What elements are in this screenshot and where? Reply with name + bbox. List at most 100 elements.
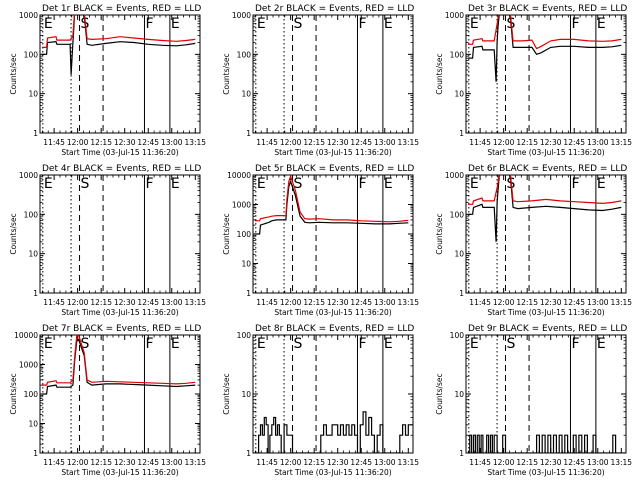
events-series-line [467,175,622,242]
y-tick-label: 100 [237,331,252,340]
y-tick-label: 10000 [14,331,38,340]
panel-det-8: Det 8r BLACK = Events, RED = LLD 1 10 100 11… [222,324,419,477]
y-tick-label: 10000 [227,171,251,180]
y-tick-label: 1000 [19,171,38,180]
marker-label: E [470,176,479,192]
x-tick-label: 12:30 [540,138,562,147]
x-tick-label: 11:45 [469,458,491,467]
y-tick-label: 10 [454,390,464,399]
x-tick-label: 11:45 [43,458,65,467]
y-tick-label: 1 [246,289,251,298]
y-tick-label: 1 [246,129,251,138]
marker-label: E [171,16,180,32]
lld-series-line [41,15,196,48]
lld-series-line [467,15,622,50]
x-tick-label: 12:15 [516,298,538,307]
x-tick-label: 12:45 [350,138,372,147]
events-series-line [467,434,626,453]
y-axis-label: Counts/sec [222,213,231,254]
x-tick-label: 12:15 [90,138,112,147]
x-tick-label: 12:45 [137,458,159,467]
plot-frame [39,174,201,294]
y-tick-label: 1 [459,449,464,458]
x-tick-label: 12:30 [114,138,136,147]
x-tick-label: 12:00 [493,138,515,147]
marker-label: E [470,336,479,352]
plot-area [254,411,413,453]
y-tick-label: 1 [33,449,38,458]
x-tick-label: 12:00 [280,458,302,467]
x-tick-label: 12:30 [327,138,349,147]
x-tick-label: 12:45 [350,298,372,307]
marker-label: E [384,176,393,192]
y-tick-label: 100 [24,210,39,219]
x-tick-label: 12:15 [90,458,112,467]
x-tick-label: 12:15 [516,458,538,467]
marker-label: F [358,16,366,32]
x-tick-label: 12:45 [563,458,585,467]
marker-label: F [145,176,153,192]
x-tick-label: 12:00 [280,138,302,147]
y-axis-label: Counts/sec [435,53,444,94]
x-tick-label: 12:45 [137,138,159,147]
marker-label: F [145,336,153,352]
y-tick-label: 1000 [445,171,464,180]
panel-title: Det 5r BLACK = Events, RED = LLD [255,164,414,174]
marker-label: F [145,16,153,32]
x-tick-label: 12:15 [516,138,538,147]
panel-det-5: Det 5r BLACK = Events, RED = LLD 1 10 100 10… [222,164,419,317]
x-tick-label: 13:00 [587,458,609,467]
y-tick-label: 10 [454,90,464,99]
panel-det-4: Det 4r BLACK = Events, RED = LLD 1 10 100 10… [9,164,206,317]
plot-area [41,335,196,395]
panel-title: Det 2r BLACK = Events, RED = LLD [255,4,414,14]
panel-det-1: Det 1r BLACK = Events, RED = LLD 1 10 100 10… [9,4,206,157]
marker-label: E [470,16,479,32]
marker-label: F [571,16,579,32]
y-tick-label: 1 [33,129,38,138]
x-tick-label: 13:00 [587,298,609,307]
x-tick-label: 13:00 [161,298,183,307]
x-tick-label: 13:15 [610,298,632,307]
panel-title: Det 9r BLACK = Events, RED = LLD [468,324,627,334]
panel-title: Det 4r BLACK = Events, RED = LLD [42,164,201,174]
x-tick-label: 12:30 [540,298,562,307]
y-tick-label: 100 [450,50,465,59]
x-tick-label: 12:15 [303,298,325,307]
marker-label: S [81,336,90,352]
x-tick-label: 12:30 [114,458,136,467]
plot-area [467,15,622,82]
marker-label: E [597,336,606,352]
y-tick-label: 100 [237,50,252,59]
x-tick-label: 11:45 [256,138,278,147]
panel-det-6: Det 6r BLACK = Events, RED = LLD 1 10 100 10… [435,164,632,317]
y-tick-label: 1 [459,289,464,298]
marker-label: F [358,176,366,192]
marker-label: E [44,16,53,32]
x-tick-label: 12:00 [67,138,89,147]
plot-area [254,175,409,235]
x-tick-label: 13:15 [397,298,419,307]
y-tick-label: 10 [28,420,38,429]
y-tick-label: 10 [28,250,38,259]
panel-det-7: Det 7r BLACK = Events, RED = LLD 1 10 100 10… [9,324,206,477]
x-tick-label: 13:00 [374,298,396,307]
x-tick-label: 11:45 [43,298,65,307]
x-tick-label: 13:15 [184,138,206,147]
y-tick-label: 1 [459,129,464,138]
events-series-line [467,15,622,82]
marker-label: E [597,16,606,32]
y-tick-label: 100 [24,50,39,59]
y-tick-label: 1000 [19,11,38,20]
marker-label: F [358,336,366,352]
marker-label: E [44,336,53,352]
y-axis-label: Counts/sec [9,53,18,94]
x-tick-label: 12:00 [280,298,302,307]
y-axis-label: Counts/sec [435,213,444,254]
lld-series-line [467,175,622,205]
y-tick-label: 10 [28,90,38,99]
plot-frame [465,14,627,134]
panel-title: Det 8r BLACK = Events, RED = LLD [255,324,414,334]
y-tick-label: 1 [33,289,38,298]
